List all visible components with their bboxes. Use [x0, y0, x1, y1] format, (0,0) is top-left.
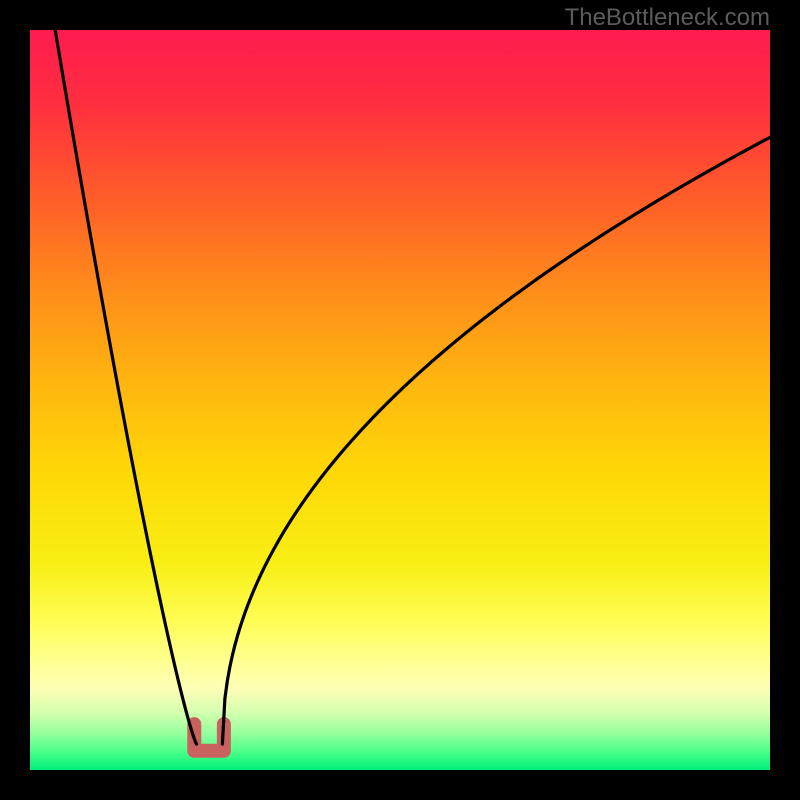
curves-layer: [30, 30, 770, 770]
plot-area: [30, 30, 770, 770]
dip-marker: [194, 724, 224, 751]
curve-right: [222, 137, 770, 744]
watermark-text: TheBottleneck.com: [565, 4, 770, 32]
curve-left: [55, 30, 196, 744]
chart-root: TheBottleneck.com: [0, 0, 800, 800]
